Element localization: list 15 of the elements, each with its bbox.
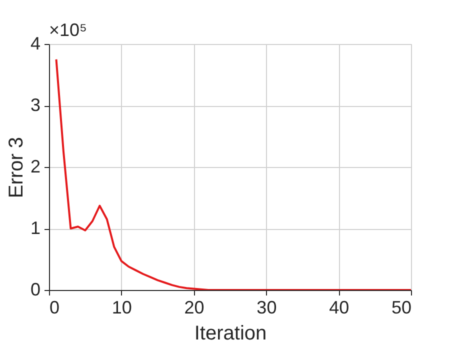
y-axis-title: Error 3 bbox=[5, 136, 28, 198]
y-tick-label: 0 bbox=[30, 280, 40, 300]
x-tick-label: 40 bbox=[329, 298, 350, 318]
x-tick-label: 50 bbox=[391, 298, 412, 318]
x-axis-title: Iteration bbox=[194, 322, 267, 344]
text: ×10⁵ bbox=[49, 20, 87, 40]
x-tick-label: 10 bbox=[112, 298, 132, 318]
y-tick-label: 4 bbox=[30, 34, 40, 54]
y-tick-label: 2 bbox=[30, 156, 40, 176]
x-tick-label: 20 bbox=[184, 298, 204, 318]
y-tick-label: 3 bbox=[30, 95, 40, 115]
line-series bbox=[55, 58, 411, 290]
x-tick-label: 0 bbox=[50, 298, 60, 318]
y-tick-label: 1 bbox=[30, 218, 40, 238]
x-tick-label: 30 bbox=[256, 298, 277, 318]
